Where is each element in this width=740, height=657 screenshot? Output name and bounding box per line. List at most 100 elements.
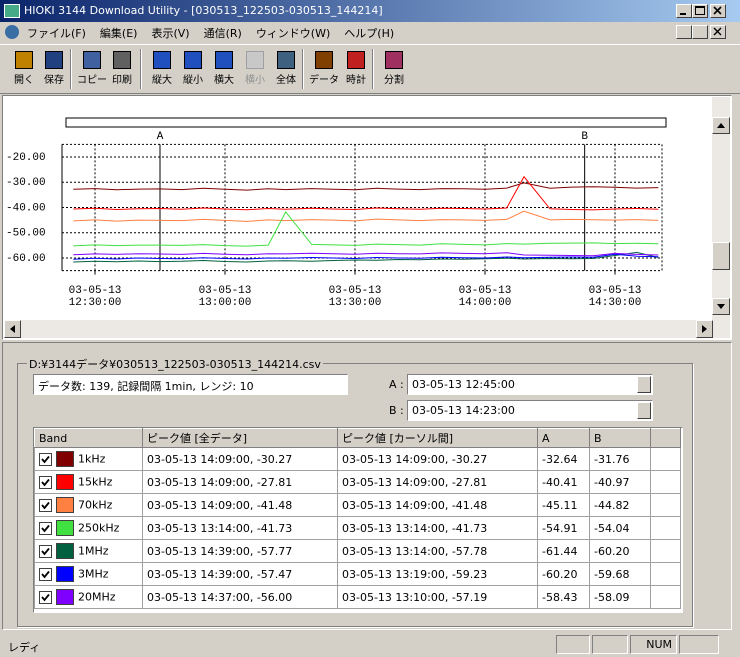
band-row: 1MHz 03-05-13 14:39:00, -57.77 03-05-13 13…: [34, 539, 681, 563]
filler-cell: [650, 470, 681, 494]
menu-item[interactable]: 編集(E): [99, 27, 138, 40]
table-cell: -44.82: [589, 493, 651, 517]
cursor-b-input[interactable]: 03-05-13 14:23:00: [407, 400, 653, 421]
toolbar-button[interactable]: 全体: [270, 47, 302, 91]
table-cell: 03-05-13 13:14:00, -41.73: [142, 516, 338, 540]
child-minimize[interactable]: [676, 25, 692, 39]
cursor-b-spinner[interactable]: [637, 402, 651, 419]
header-row: Band ピーク値 [全データ] ピーク値 [カーソル間] A B: [34, 428, 681, 448]
toolbar: 開く 保存 コピー 印刷 縦大 縦小 横大 横小 全体 データ 時計 分割: [0, 44, 740, 94]
checkbox[interactable]: [39, 452, 52, 466]
group-box: [17, 363, 693, 627]
child-close[interactable]: [710, 25, 726, 39]
scroll-thumb[interactable]: [712, 242, 730, 270]
x-tick-date: 03-05-13: [199, 285, 252, 297]
toolbar-separator: [302, 49, 304, 89]
color-swatch: [56, 520, 74, 536]
minimize-button[interactable]: [676, 4, 692, 18]
check-mark: [41, 455, 50, 463]
status-pane: [679, 635, 719, 654]
toolbar-separator: [70, 49, 72, 89]
check-mark: [41, 593, 50, 601]
scroll-down[interactable]: [712, 298, 730, 315]
band-name: 250kHz: [78, 521, 120, 535]
button-label: データ: [309, 75, 339, 86]
table-cell: 03-05-13 14:39:00, -57.47: [142, 562, 338, 586]
checkbox[interactable]: [39, 475, 52, 489]
checkbox[interactable]: [39, 567, 52, 581]
table-cell: 03-05-13 14:09:00, -30.27: [337, 447, 538, 471]
color-swatch: [56, 543, 74, 559]
toolbar-separator: [372, 49, 374, 89]
child-restore[interactable]: [692, 25, 708, 39]
scroll-right[interactable]: [696, 320, 713, 338]
status-pane: [592, 635, 628, 654]
menu-item[interactable]: ファイル(F): [27, 27, 86, 40]
menu-item[interactable]: 通信(R): [203, 27, 242, 40]
band-row: 1kHz 03-05-13 14:09:00, -30.27 03-05-13 14…: [34, 447, 681, 471]
toolbar-button[interactable]: 横大: [208, 47, 240, 91]
menu-item[interactable]: ヘルプ(H): [344, 27, 395, 40]
button-icon: [184, 51, 202, 69]
color-swatch: [56, 474, 74, 490]
color-swatch: [56, 566, 74, 582]
table-cell: -40.97: [589, 470, 651, 494]
toolbar-button[interactable]: 保存: [38, 47, 70, 91]
column-header: ピーク値 [全データ]: [142, 428, 338, 448]
horizontal-scrollbar[interactable]: [4, 320, 730, 338]
table-cell: 03-05-13 14:09:00, -27.81: [142, 470, 338, 494]
button-label: コピー: [77, 75, 107, 86]
menu-item[interactable]: 表示(V): [151, 27, 190, 40]
checkbox[interactable]: [39, 590, 52, 604]
menu-item[interactable]: ウィンドウ(W): [255, 27, 331, 40]
band-row: 70kHz 03-05-13 14:09:00, -41.48 03-05-13 1…: [34, 493, 681, 517]
glyph: [680, 13, 686, 15]
cursor-a-input[interactable]: 03-05-13 12:45:00: [407, 374, 653, 395]
button-icon: [277, 51, 295, 69]
checkbox[interactable]: [39, 521, 52, 535]
y-tick-label: -60.00: [6, 253, 46, 265]
toolbar-button[interactable]: 縦小: [177, 47, 209, 91]
cursor-label: A: [157, 131, 164, 143]
series-line: [73, 182, 659, 191]
y-tick-label: -40.00: [6, 202, 46, 214]
toolbar-button[interactable]: データ: [308, 47, 340, 91]
band-cell: 250kHz: [34, 516, 143, 540]
button-label: 縦大: [152, 75, 172, 86]
toolbar-button[interactable]: 縦大: [146, 47, 178, 91]
checkbox[interactable]: [39, 544, 52, 558]
band-cell: 1kHz: [34, 447, 143, 471]
toolbar-button[interactable]: 時計: [340, 47, 372, 91]
maximize-button[interactable]: [692, 4, 708, 18]
color-swatch: [56, 589, 74, 605]
scroll-up[interactable]: [712, 117, 730, 134]
cursor-a-spinner[interactable]: [637, 376, 651, 393]
table-cell: 03-05-13 14:37:00, -56.00: [142, 585, 338, 609]
toolbar-button[interactable]: 分割: [378, 47, 410, 91]
close-button[interactable]: [710, 4, 726, 18]
x-tick-time: 12:30:00: [69, 297, 122, 309]
x-tick-time: 13:30:00: [329, 297, 382, 309]
band-name: 3MHz: [78, 567, 109, 581]
button-label: 印刷: [112, 75, 132, 86]
checkbox[interactable]: [39, 498, 52, 512]
vertical-scrollbar[interactable]: [712, 97, 730, 320]
toolbar-button[interactable]: コピー: [76, 47, 108, 91]
button-icon: [45, 51, 63, 69]
x-tick-time: 13:00:00: [199, 297, 252, 309]
glyph: [713, 6, 722, 15]
status-text: レディ: [8, 641, 41, 654]
band-cell: 20MHz: [34, 585, 143, 609]
scroll-left[interactable]: [4, 320, 21, 338]
button-icon: [385, 51, 403, 69]
cursor-b-label: B :: [389, 404, 404, 417]
toolbar-button[interactable]: 印刷: [106, 47, 138, 91]
table-cell: -60.20: [537, 562, 590, 586]
table-cell: 03-05-13 13:10:00, -57.19: [337, 585, 538, 609]
chart-window: [2, 95, 732, 340]
glyph: [713, 27, 722, 36]
toolbar-button[interactable]: 開く: [8, 47, 40, 91]
table-cell: 03-05-13 14:09:00, -41.48: [337, 493, 538, 517]
table-cell: 03-05-13 14:09:00, -41.48: [142, 493, 338, 517]
